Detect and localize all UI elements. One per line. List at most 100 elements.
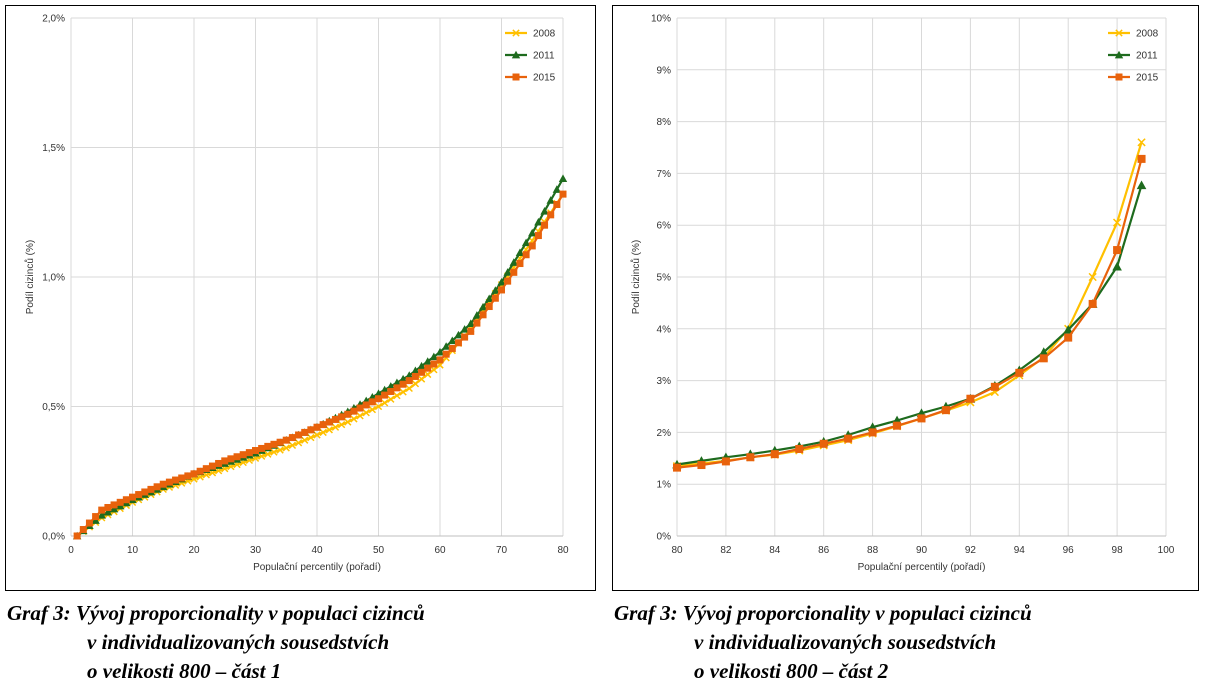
- legend-item-2015: 2015: [1108, 73, 1159, 84]
- data-point-marker: [196, 467, 204, 475]
- data-point-marker: [325, 418, 333, 426]
- data-point-marker: [1137, 138, 1146, 147]
- data-point-marker: [553, 200, 561, 208]
- data-point-marker: [73, 532, 81, 540]
- data-point-marker: [510, 268, 518, 276]
- data-point-marker: [512, 29, 520, 37]
- data-point-marker: [697, 461, 706, 470]
- data-point-marker: [399, 380, 407, 388]
- data-point-marker: [153, 483, 161, 491]
- data-point-marker: [534, 217, 543, 226]
- x-tick-label: 98: [1112, 545, 1124, 556]
- data-point-marker: [448, 336, 457, 345]
- data-point-marker: [534, 232, 542, 240]
- series-2008: [672, 138, 1146, 471]
- x-tick-label: 20: [188, 545, 200, 556]
- y-tick-label: 1%: [657, 480, 672, 491]
- data-point-marker: [479, 311, 487, 319]
- legend-label: 2011: [533, 51, 555, 62]
- y-tick-label: 7%: [657, 169, 672, 180]
- y-tick-label: 6%: [657, 221, 672, 232]
- legend-label: 2015: [533, 73, 556, 84]
- legend-item-2011: 2011: [505, 51, 555, 62]
- data-point-marker: [552, 185, 562, 193]
- x-tick-label: 70: [496, 545, 508, 556]
- data-point-marker: [233, 453, 241, 461]
- data-point-marker: [215, 459, 223, 467]
- chart-panel-part1: 0,0% 0,5% 1,0% 1,5% 2,0% 0 10 20 30 40 50 60 70 80 Pop…: [5, 5, 596, 591]
- caption-line: v individualizovaných sousedstvích: [87, 630, 390, 654]
- data-point-marker: [184, 472, 192, 480]
- data-point-marker: [282, 436, 290, 444]
- data-point-marker: [92, 513, 100, 521]
- data-point-marker: [159, 480, 167, 488]
- x-tick-label: 40: [311, 545, 323, 556]
- data-point-marker: [436, 356, 444, 364]
- y-tick-label: 9%: [657, 65, 672, 76]
- data-point-marker: [270, 440, 278, 448]
- x-tick-label: 94: [1014, 545, 1026, 556]
- data-point-marker: [104, 504, 112, 512]
- legend-item-2015: 2015: [505, 73, 556, 84]
- data-point-marker: [313, 423, 321, 431]
- y-tick-label: 1,0%: [42, 273, 65, 284]
- x-tick-label: 84: [769, 545, 781, 556]
- data-point-marker: [770, 450, 779, 459]
- data-point-marker: [522, 251, 530, 259]
- data-point-marker: [966, 394, 975, 403]
- data-point-marker: [540, 207, 549, 215]
- data-point-marker: [435, 347, 445, 356]
- data-point-marker: [264, 442, 272, 450]
- data-point-marker: [503, 268, 512, 276]
- data-point-marker: [344, 410, 352, 418]
- data-point-marker: [411, 380, 420, 388]
- data-point-marker: [294, 439, 303, 447]
- legend-label: 2008: [533, 29, 556, 40]
- data-point-marker: [460, 325, 469, 333]
- data-point-marker: [338, 413, 346, 421]
- data-point-marker: [313, 431, 321, 439]
- series-line: [76, 193, 564, 537]
- data-point-marker: [252, 447, 259, 455]
- data-point-marker: [868, 428, 877, 437]
- data-point-marker: [509, 258, 518, 266]
- data-point-marker: [429, 352, 439, 361]
- data-point-marker: [498, 286, 505, 294]
- data-point-marker: [399, 388, 407, 396]
- data-point-marker: [1088, 299, 1097, 308]
- data-point-marker: [511, 50, 521, 59]
- x-tick-label: 80: [671, 545, 683, 556]
- data-point-marker: [547, 211, 555, 219]
- x-tick-label: 92: [965, 545, 977, 556]
- data-point-marker: [276, 446, 284, 454]
- data-point-marker: [337, 420, 346, 429]
- y-tick-label: 4%: [657, 324, 672, 335]
- data-point-marker: [485, 303, 493, 311]
- data-point-marker: [746, 453, 755, 462]
- data-point-marker: [344, 418, 352, 426]
- data-point-marker: [362, 401, 370, 409]
- data-point-marker: [98, 506, 106, 514]
- x-tick-label: 30: [250, 545, 262, 556]
- x-tick-label: 10: [127, 545, 139, 556]
- caption-line: Graf 3: Vývoj proporcionality v populaci…: [7, 601, 425, 625]
- data-point-marker: [110, 501, 118, 509]
- data-point-marker: [528, 228, 537, 237]
- data-point-marker: [307, 426, 315, 434]
- data-point-marker: [350, 407, 358, 415]
- x-axis-title: Populační percentily (pořadí): [858, 562, 986, 573]
- data-point-marker: [418, 368, 426, 376]
- data-point-marker: [398, 374, 408, 383]
- data-point-marker: [721, 457, 730, 466]
- data-point-marker: [478, 302, 488, 311]
- y-tick-label: 3%: [657, 376, 672, 387]
- data-point-marker: [485, 294, 494, 303]
- data-point-marker: [491, 286, 500, 294]
- data-point-marker: [528, 242, 536, 250]
- data-point-marker: [1112, 218, 1122, 227]
- data-point-marker: [85, 519, 93, 527]
- data-point-marker: [165, 478, 173, 486]
- data-point-marker: [411, 372, 419, 380]
- data-point-marker: [417, 375, 426, 383]
- x-axis-title: Populační percentily (pořadí): [253, 562, 381, 573]
